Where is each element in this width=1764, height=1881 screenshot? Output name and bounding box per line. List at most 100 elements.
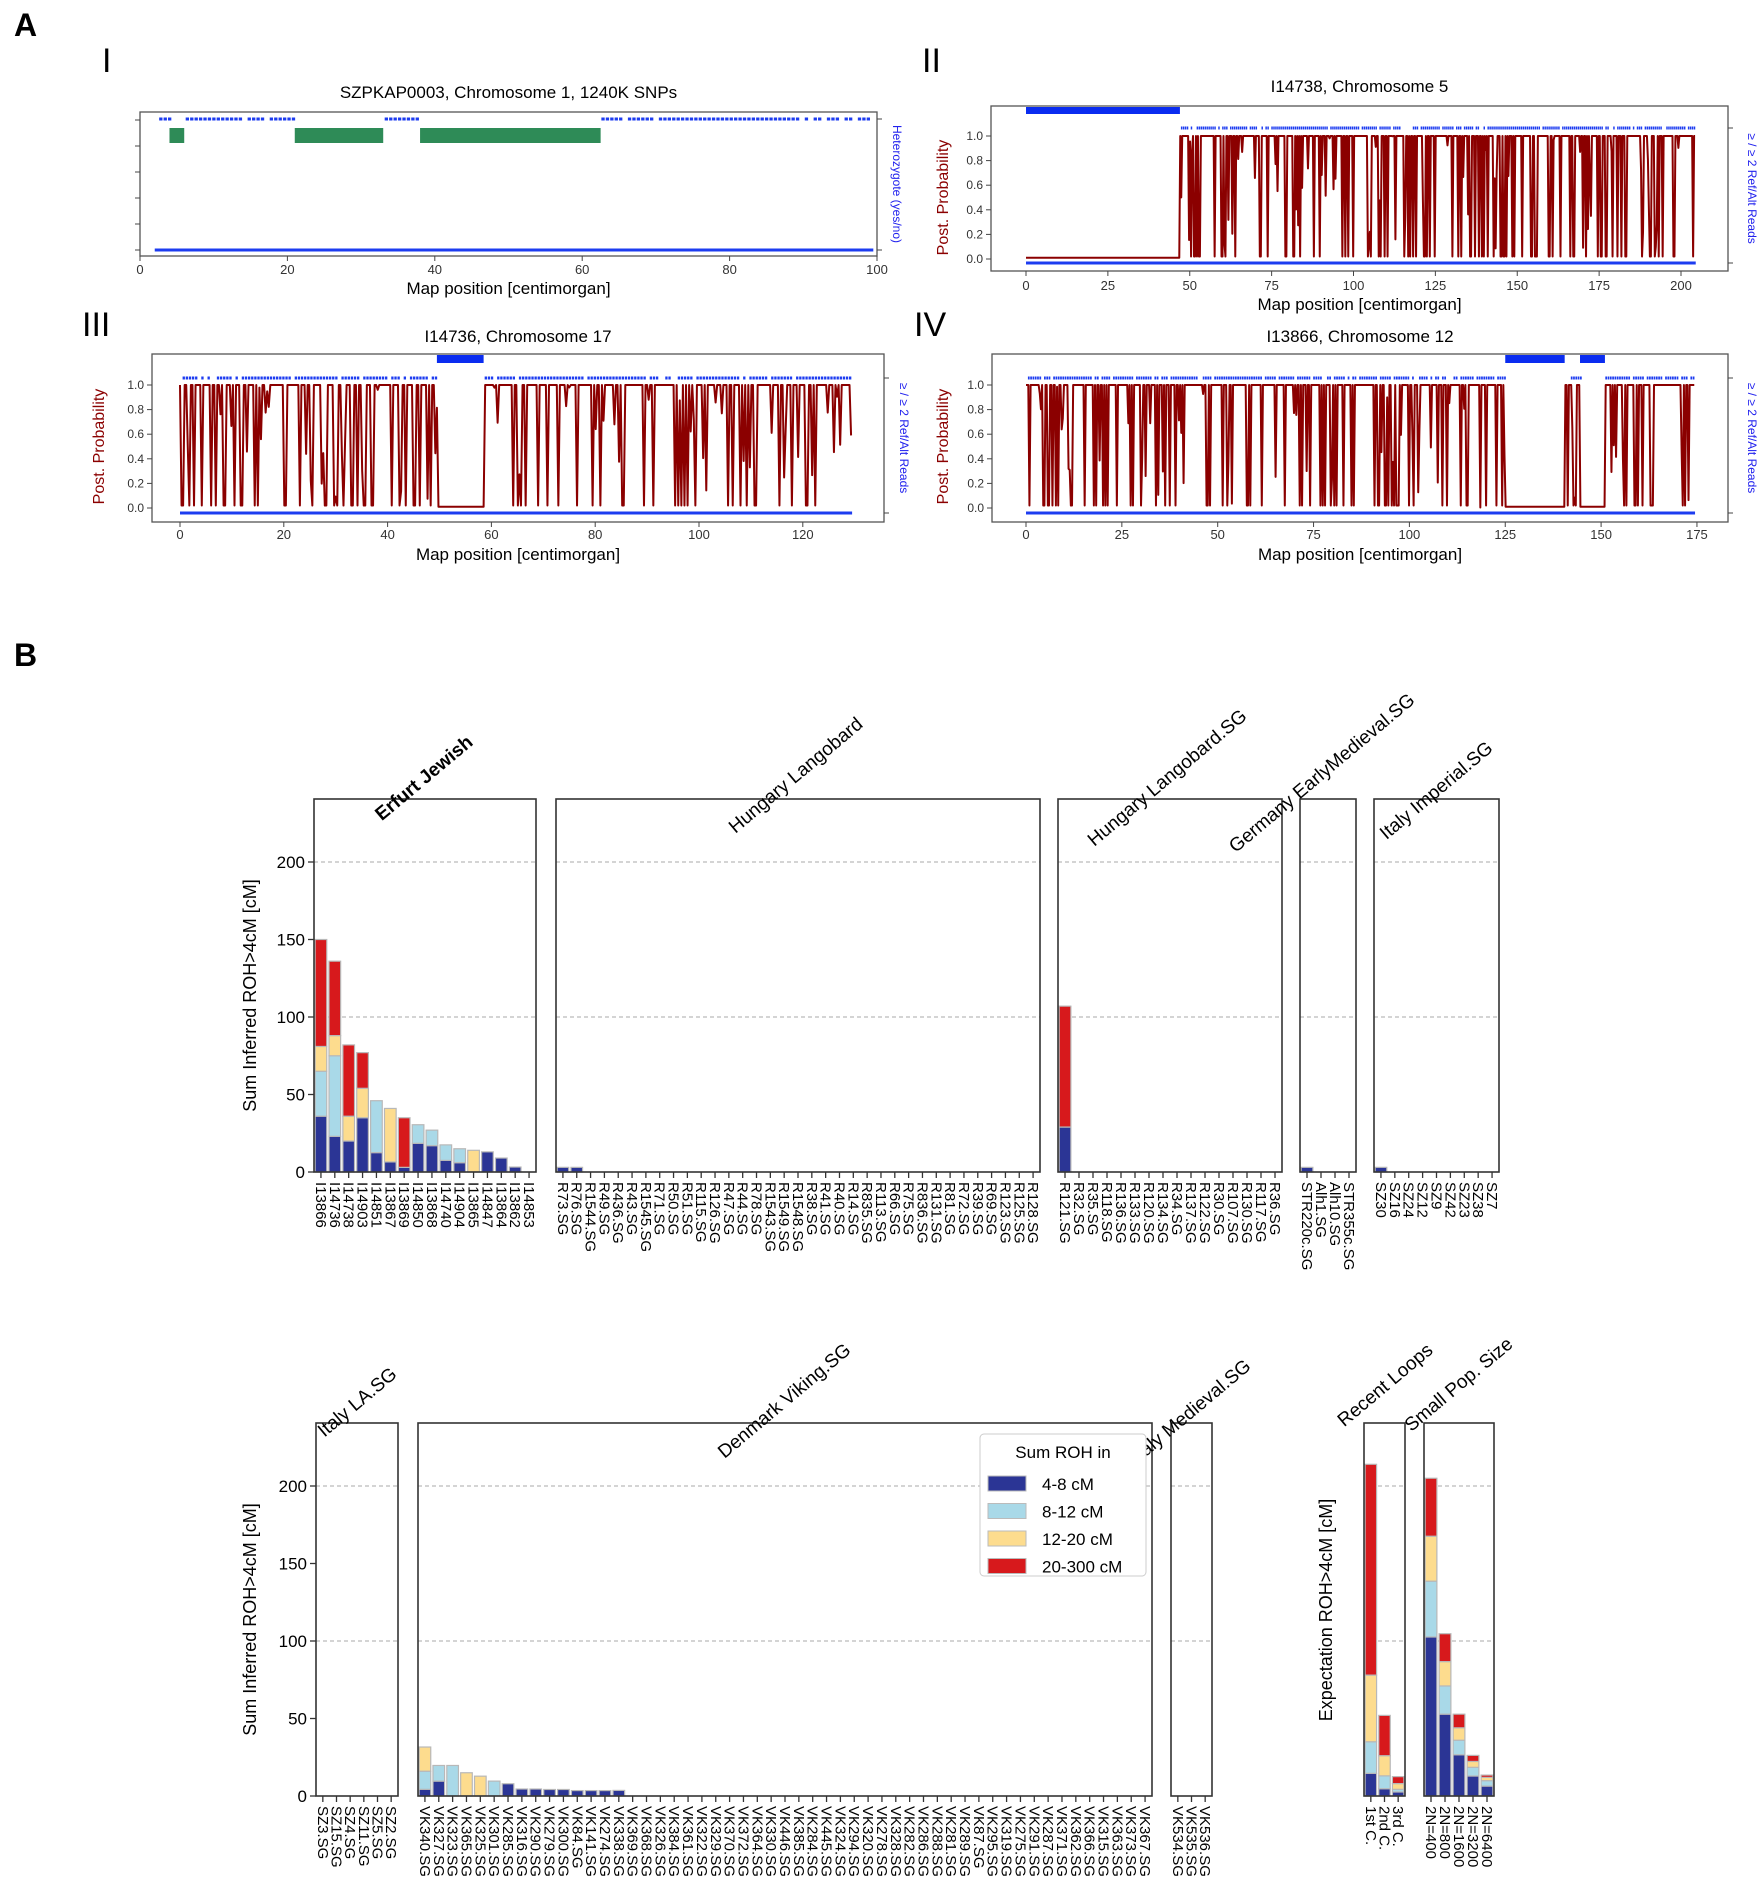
sample-label: R71.SG [651,1182,668,1235]
sample-label: VK285.SG [499,1806,516,1877]
legend-swatch [987,1503,1027,1519]
bar-segment [1452,1727,1466,1741]
bar-segment [425,1129,439,1147]
sample-label: R107.SG [1224,1182,1241,1244]
group-title: Hungary Langobard.SG [1084,706,1251,851]
sample-label: R137.SG [1182,1182,1199,1244]
right-axis-label: ≥ / ≥ 2 Ref/Alt Reads [1745,383,1759,494]
sample-label: VK369.SG [624,1806,641,1877]
roh-segment [420,128,601,143]
sample-label: VK368.SG [638,1806,655,1877]
bar-segment [418,1788,432,1797]
bar-segment [418,1746,432,1772]
bar-segment [439,1159,453,1173]
sample-label: SZ23 [1455,1182,1472,1218]
y-tick-label: 200 [279,1477,307,1496]
y-tick-label: 0.4 [127,452,144,466]
sample-label: VK300.SG [554,1806,571,1877]
bar-segment [481,1151,494,1173]
y-tick-label: 200 [277,853,305,872]
right-axis-label: Heterozygote (yes/no) [890,125,904,243]
bar-segment [1438,1661,1452,1687]
sample-label: R115.SG [692,1182,709,1243]
group-hungary-langobard-sg: R121.SGR32.SGR35.SGR118.SGR136.SGR133.SG… [1056,706,1283,1244]
bar-segment [370,1100,383,1154]
bar-segment [356,1117,369,1173]
sample-label: I13864 [492,1182,509,1228]
bar-segment [460,1772,473,1797]
y-tick-label: 0.2 [967,476,984,490]
legend-swatch [987,1558,1027,1574]
panel-label-b: B [14,637,37,673]
bar-segment [473,1775,487,1797]
group-title: Italy Imperial.SG [1376,738,1497,844]
sample-label: I14903 [354,1182,371,1228]
sample-label: VK327.SG [430,1806,447,1877]
sample-label: SZ9 [1428,1182,1445,1210]
group-hungary-langobard: R73.SGR76.SGR1544.SGR49.SGR436.SGR43.SGR… [554,714,1041,1252]
bar-segment [342,1140,356,1173]
plot-frame [139,111,878,257]
posterior-probability-trace [179,384,853,508]
bar-segment [314,938,328,1048]
sample-label: I13868 [423,1182,440,1228]
bar-segment [1364,1674,1378,1743]
y-tick-label: 0.4 [967,452,984,466]
sample-label: R76.SG [568,1182,585,1235]
sample-label: R1548.SG [789,1182,806,1252]
sample-label: R35.SG [1084,1182,1101,1235]
sample-label: VK365.SG [457,1806,474,1877]
legend: Sum ROH in 4-8 cM 8-12 cM 12-20 cM 20-300 cM [979,1433,1147,1577]
sample-label: I14850 [409,1182,426,1228]
x-tick-label: 0 [136,262,143,277]
x-tick-label: 200 [1670,278,1692,293]
bar-segment [1480,1780,1494,1787]
plot-title: I14738, Chromosome 5 [1271,77,1449,96]
sample-label: R836.SG [913,1182,930,1244]
group-title: Italy LA.SG [314,1364,401,1442]
sample-label: VK446.SG [776,1806,793,1877]
sample-label: I14740 [437,1182,454,1228]
plot-frame [990,105,1729,272]
group-frame [555,798,1041,1173]
x-tick-label: 50 [1183,278,1197,293]
bar-segment [1466,1775,1480,1797]
bar-segment [356,1052,369,1089]
bar-segment [1438,1713,1452,1797]
sample-label: SZ42 [1441,1182,1458,1218]
sample-label: I13862 [506,1182,523,1228]
x-tick-label: 40 [380,527,394,542]
bar-segment [1378,1714,1391,1757]
y-tick-label: 0.6 [967,427,984,441]
sample-label: SZ5.SG [369,1806,386,1859]
sample-label: I13869 [395,1182,412,1228]
plot-title: I13866, Chromosome 12 [1266,327,1453,346]
sample-label: R47.SG [720,1182,737,1235]
bar-segment [411,1124,425,1144]
sample-label: R128.SG [1024,1182,1041,1244]
x-tick-label: 150 [1506,278,1528,293]
sample-label: VK294.SG [845,1806,862,1877]
legend-label: 12-20 cM [1042,1530,1113,1549]
y-axis-label: Post. Probability [935,140,952,256]
sample-label: R130.SG [1238,1182,1255,1244]
sample-label: SZ2.SG [382,1806,399,1859]
sample-label: SZ11.SG [355,1806,372,1867]
x-tick-label: 80 [722,262,736,277]
sample-label: VK281.SG [942,1806,959,1877]
sample-label: R126.SG [706,1182,723,1244]
panel-roman-numeral: III [82,306,110,344]
x-tick-label: 75 [1306,527,1320,542]
sample-label: VK385.SG [790,1806,807,1877]
bar-segment [1391,1776,1405,1785]
bar-segment [425,1145,439,1173]
sample-label: VK323.SG [444,1806,461,1877]
bar-segment [598,1789,612,1797]
sample-label: VK328.SG [887,1806,904,1877]
sample-label: 2N=800 [1436,1806,1453,1859]
x-tick-label: 100 [1343,278,1365,293]
sample-label: R49.SG [595,1182,612,1235]
sample-label: VK534.SG [1169,1806,1186,1877]
